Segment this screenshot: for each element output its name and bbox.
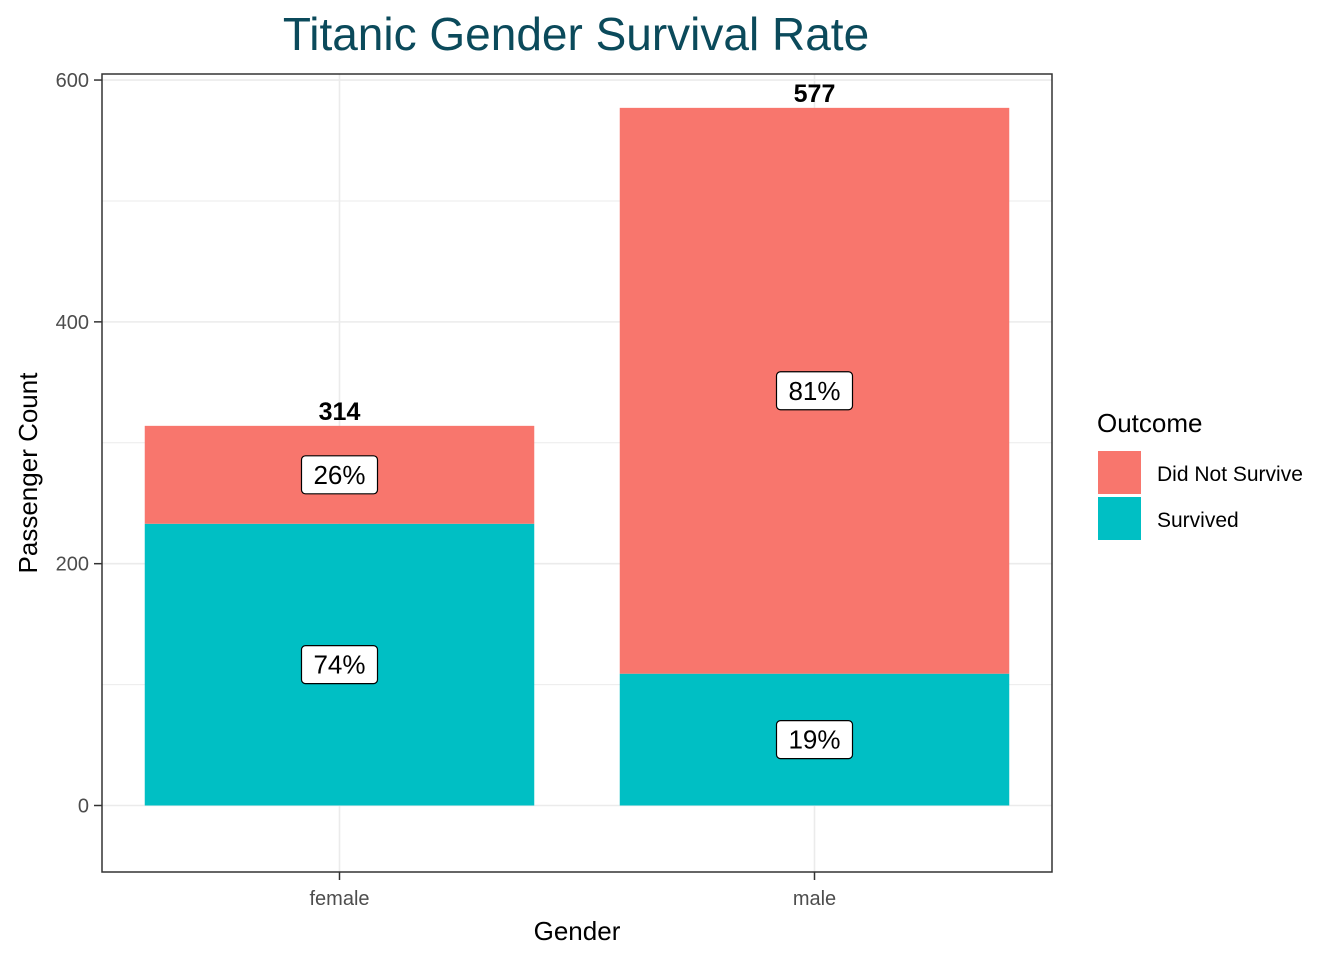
y-tick-label: 600 [56,70,89,92]
y-tick-label: 200 [56,554,89,576]
legend-item: Did Not Survive [1098,451,1303,494]
legend-key [1098,451,1141,494]
percent-label-box [775,720,854,760]
chart-title: Titanic Gender Survival Rate [283,8,869,60]
y-tick-label: 0 [78,796,89,818]
legend-title: Outcome [1097,408,1203,438]
percent-label-text: 19% [788,725,840,755]
percent-label: 19% [775,720,854,760]
total-label: 577 [794,80,836,108]
legend-key [1098,497,1141,540]
total-label: 314 [319,398,361,426]
x-tick-label: male [793,888,836,910]
y-tick-label: 400 [56,312,89,334]
percent-label-text: 74% [313,650,365,680]
percent-label-text: 26% [313,460,365,490]
x-axis-title: Gender [534,916,621,946]
legend-items: Did Not Survive Survived [1098,451,1303,540]
legend: Outcome Did Not Survive Survived [1097,408,1303,540]
percent-label-box [300,645,379,685]
x-axis: female male [309,872,836,910]
total-labels: 314 577 [319,80,836,426]
legend-label: Did Not Survive [1157,463,1303,486]
y-axis-title: Passenger Count [13,372,43,574]
legend-item: Survived [1098,497,1239,540]
percent-label-text: 81% [788,376,840,406]
percent-label: 26% [300,455,379,495]
legend-label: Survived [1157,509,1239,532]
percent-label-box [775,371,854,411]
plot-panel: 74% 26% 19% 81% 314 577 [101,73,1053,873]
y-axis: 0 200 400 600 [56,70,102,818]
percent-labels: 74% 26% 19% 81% [300,371,854,760]
x-tick-label: female [309,888,369,910]
panel-border [101,73,1053,873]
percent-label: 74% [300,645,379,685]
bars [144,107,1010,806]
percent-label: 81% [775,371,854,411]
percent-label-box [300,455,379,495]
